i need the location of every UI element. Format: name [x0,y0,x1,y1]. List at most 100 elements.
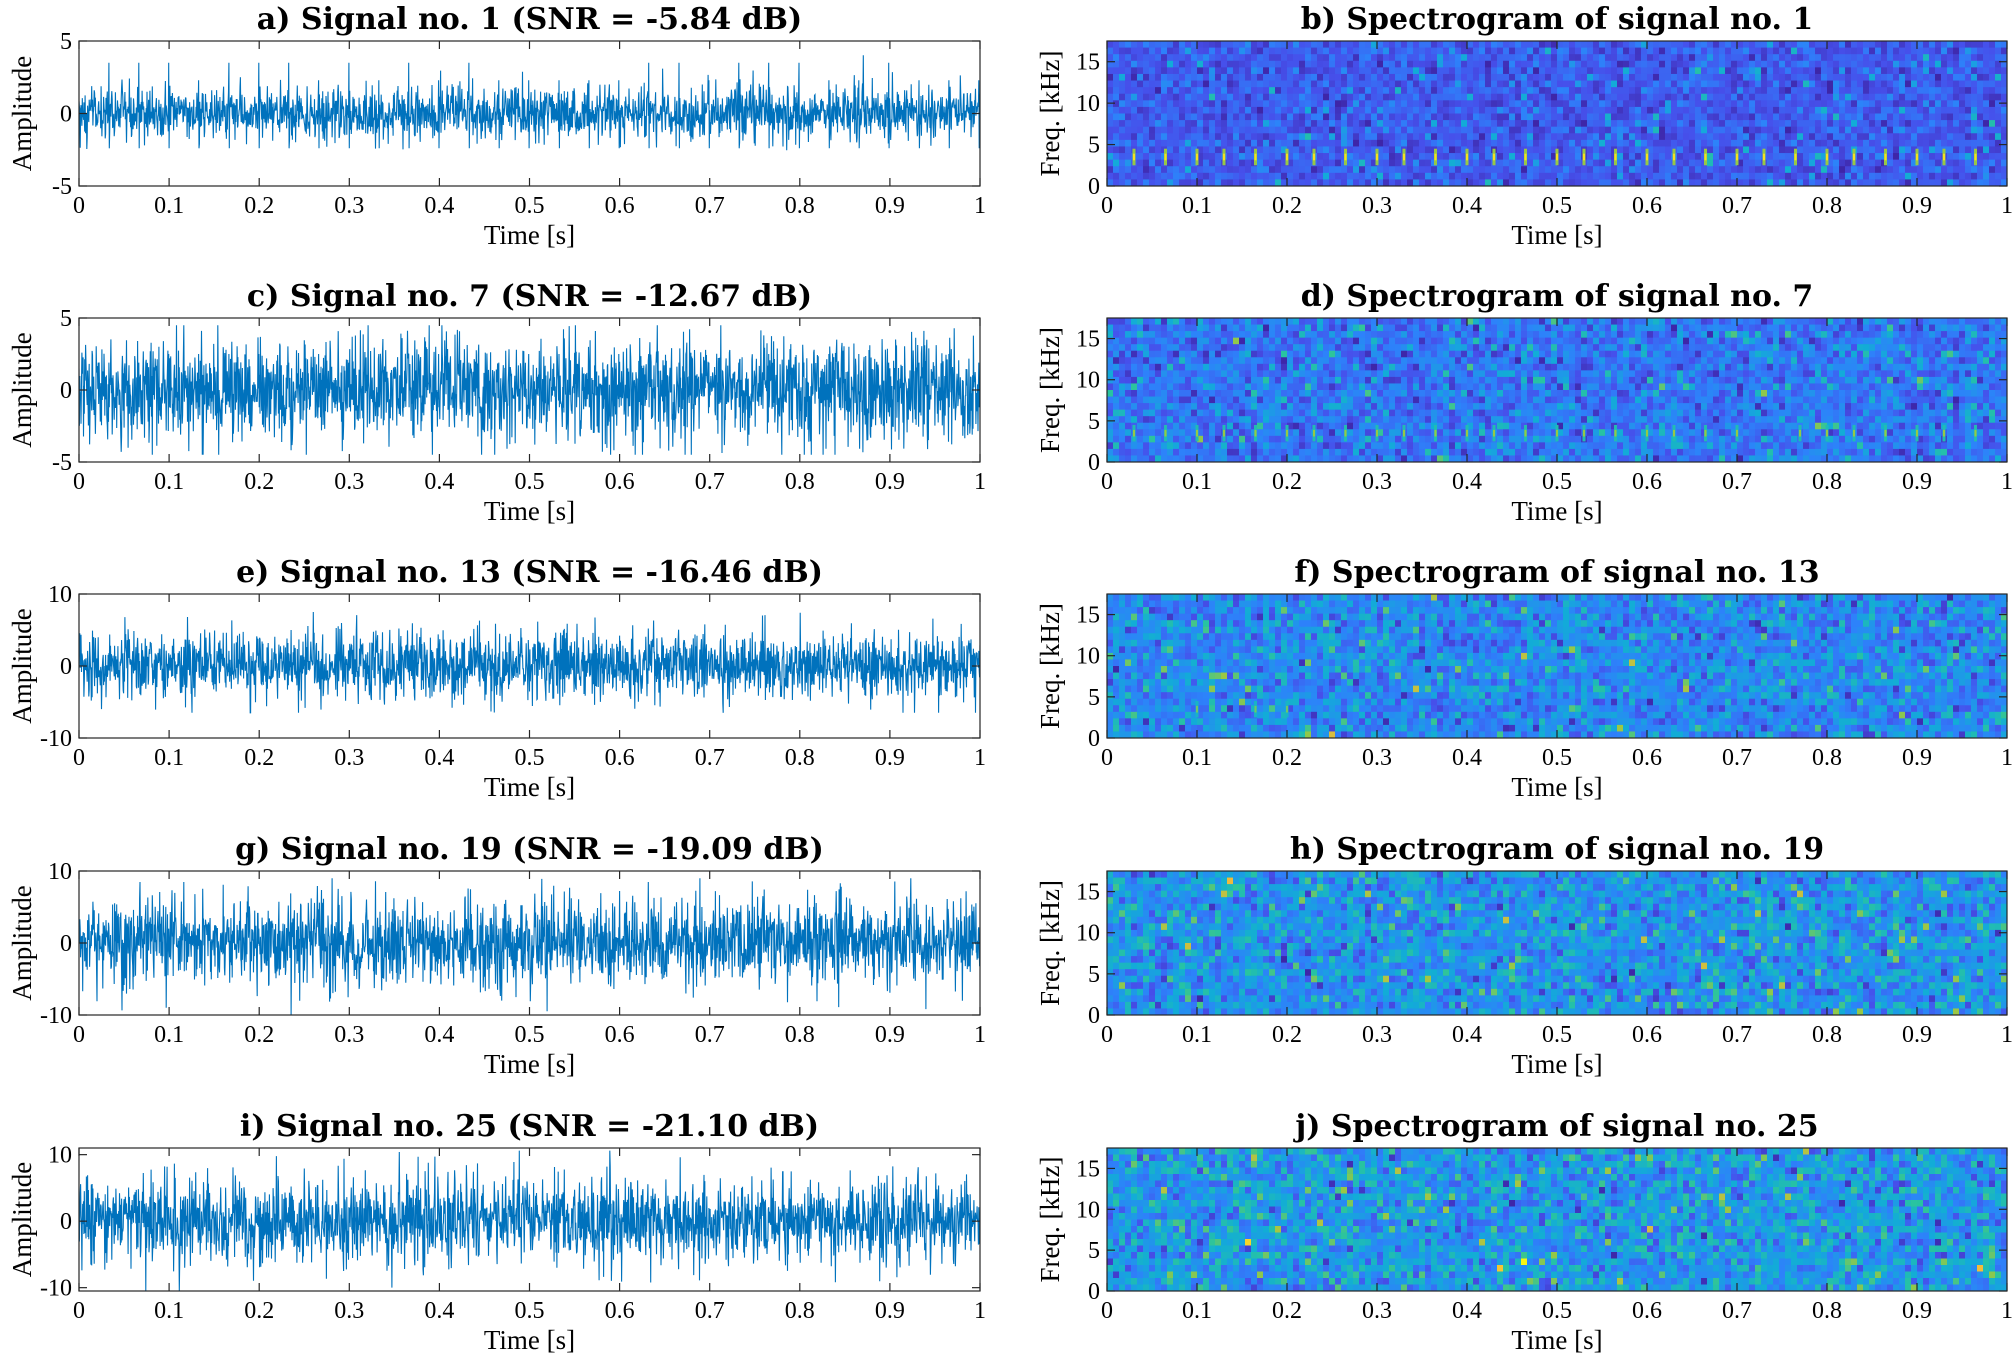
spectrogram-cell [1563,41,1570,49]
spectrogram-cell [1611,80,1618,88]
spectrogram-cell [1359,357,1366,365]
spectrogram-cell [1227,54,1234,62]
spectrogram-cell [1599,106,1606,115]
spectrogram-cell [1479,47,1486,55]
spectrogram-cell [1317,41,1324,49]
spectrogram-cell [1227,390,1234,398]
spectrogram-cell [1137,383,1144,391]
spectrogram-cell [1455,100,1462,108]
spectrogram-cell [1485,350,1492,358]
spectrogram-cell [1311,126,1318,134]
spectrogram-cell [1215,370,1222,378]
spectrogram-cell [1263,357,1270,365]
spectrogram-cell [1809,47,1816,55]
spectrogram-cell [1287,73,1294,82]
spectrogram-cell [1353,153,1360,161]
spectrogram-cell [1191,350,1198,358]
spectrogram-cell [1305,324,1312,332]
spectrogram-cell [1581,166,1588,174]
spectrogram-cell [1845,106,1852,115]
spectrogram-cell [1875,133,1882,141]
spectrogram-cell [1911,80,1918,88]
spectrogram-cell [1821,100,1828,108]
spectrogram-cell [1251,409,1258,417]
spectrogram-cell [1281,41,1288,49]
spectrogram-cell [1593,67,1600,75]
spectrogram-cell [1269,331,1276,339]
spectrogram-cell [1941,113,1948,121]
spectrogram-cell [1491,370,1498,378]
spectrogram-cell [1821,172,1828,181]
spectrogram-cell [1383,73,1390,82]
spectrogram-cell [1197,166,1204,174]
spectrogram-cell [1563,100,1570,108]
spectrogram-cell [1245,383,1252,391]
spectrogram-cell [1875,153,1882,161]
spectrogram-cell [1203,120,1210,128]
spectrogram-cell [1557,172,1564,181]
spectrogram-cell [1449,442,1456,450]
spectrogram-cell [1281,448,1288,457]
spectrogram-cell [1809,146,1816,154]
spectrogram-cell [1209,416,1216,424]
spectrogram-cell [1503,172,1510,181]
spectrogram-cell [1209,166,1216,174]
spectrogram-cell [1725,93,1732,101]
spectrogram-cell [1593,47,1600,55]
spectrogram-cell [1371,442,1378,450]
spectrogram-cell [1269,41,1276,49]
spectrogram-cell [1371,47,1378,55]
spectrogram-cell [1449,80,1456,88]
spectrogram-cell [1479,442,1486,450]
spectrogram-cell [1299,376,1306,385]
spectrogram-cell [1923,146,1930,154]
spectrogram-cell [1869,73,1876,82]
spectrogram-cell [1995,87,2002,95]
spectrogram-cell [1965,146,1972,154]
spectrogram-cell [1119,344,1126,352]
spectrogram-cell [1977,159,1984,167]
spectrogram-cell [1839,100,1846,108]
spectrogram-cell [1497,416,1504,424]
spectrogram-cell [1983,146,1990,154]
spectrogram-cell [1995,80,2002,88]
spectrogram-cell [1785,87,1792,95]
spectrogram-cell [1113,87,1120,95]
spectrogram-cell [1863,67,1870,75]
spectrogram-cell [1191,396,1198,404]
spectrogram-cell [1275,47,1282,55]
spectrogram-cell [1329,139,1336,148]
spectrogram-cell [1287,337,1294,345]
spectrogram-cell [1107,331,1114,339]
spectrogram-cell [1953,179,1960,186]
spectrogram-cell [1215,41,1222,49]
spectrogram-cell [1323,422,1330,430]
spectrogram-cell [1701,100,1708,108]
spectrogram-cell [1515,179,1522,186]
spectrogram-cell [1845,93,1852,101]
spectrogram-cell [1425,350,1432,358]
spectrogram-cell [1659,54,1666,62]
spectrogram-cell [1575,139,1582,148]
spectrogram-cell [1449,448,1456,457]
spectrogram-cell [1251,87,1258,95]
spectrogram-cell [1857,41,1864,49]
spectrogram-cell [1233,113,1240,121]
spectrogram-cell [1263,93,1270,101]
spectrogram-cell [1641,60,1648,68]
spectrogram-cell [1113,179,1120,186]
spectrogram-cell [1323,370,1330,378]
spectrogram-cell [1755,54,1762,62]
spectrogram-cell [1983,113,1990,121]
spectrogram-cell [1845,133,1852,141]
spectrogram-cell [1623,159,1630,167]
spectrogram-cell [1371,172,1378,181]
spectrogram-cell [1119,383,1126,391]
spectrogram-cell [1887,146,1894,154]
spectrogram-cell [1323,318,1330,326]
spectrogram-cell [1395,337,1402,345]
spectrogram-cell [1509,383,1516,391]
spectrogram-cell [1461,166,1468,174]
spectrogram-cell [1161,106,1168,115]
spectrogram-cell [1719,139,1726,148]
